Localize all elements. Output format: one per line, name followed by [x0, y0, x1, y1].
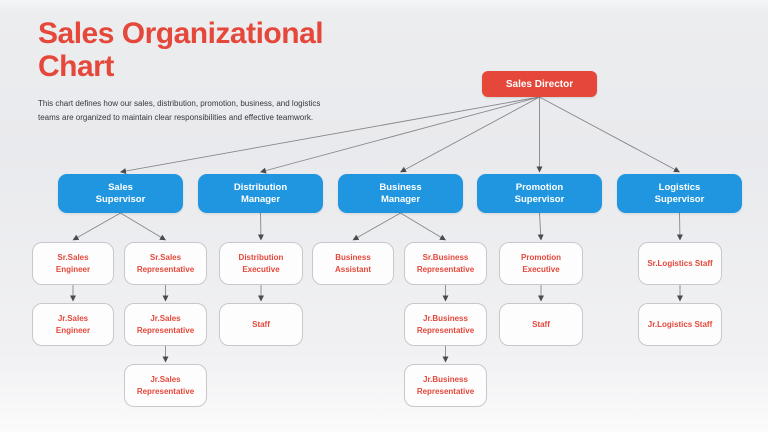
org-node-label: Sr.Sales Engineer [55, 253, 91, 274]
org-node-label: Jr.Sales Representative [136, 314, 195, 335]
org-node-label: Sales Director [505, 78, 574, 90]
org-node-distribution-manager: Distribution Manager [198, 174, 323, 213]
org-node-label: Logistics Supervisor [654, 181, 705, 205]
org-node-jr-sales-representative: Jr.Sales Representative [124, 303, 207, 346]
org-node-label: Sr.Logistics Staff [647, 258, 713, 268]
org-node-staff-promotion: Staff [499, 303, 583, 346]
org-node-label: Sales Supervisor [95, 181, 146, 205]
org-node-label: Jr.Logistics Staff [647, 319, 713, 329]
org-node-label: Promotion Supervisor [514, 181, 565, 205]
org-node-label: Business Manager [379, 181, 422, 205]
org-node-jr-logistics-staff: Jr.Logistics Staff [638, 303, 722, 346]
org-node-sr-sales-representative: Sr.Sales Representative [124, 242, 207, 285]
org-node-label: Staff [252, 319, 270, 329]
org-node-label: Promotion Executive [521, 253, 561, 274]
org-node-jr-sales-engineer: Jr.Sales Engineer [32, 303, 114, 346]
org-node-sales-supervisor: Sales Supervisor [58, 174, 183, 213]
org-node-sr-sales-engineer: Sr.Sales Engineer [32, 242, 114, 285]
org-node-promotion-supervisor: Promotion Supervisor [477, 174, 602, 213]
org-node-business-manager: Business Manager [338, 174, 463, 213]
org-node-label: Distribution Manager [233, 181, 288, 205]
org-node-label: Jr.Sales Engineer [55, 314, 91, 335]
org-node-label: Distribution Executive [238, 253, 284, 274]
org-node-staff-distribution: Staff [219, 303, 303, 346]
org-node-logistics-supervisor: Logistics Supervisor [617, 174, 742, 213]
org-node-jr-business-representative-2: Jr.Business Representative [404, 364, 487, 407]
page-subtitle: This chart defines how our sales, distri… [38, 99, 321, 122]
org-node-sr-business-representative: Sr.Business Representative [404, 242, 487, 285]
org-node-jr-sales-representative-2: Jr.Sales Representative [124, 364, 207, 407]
org-node-label: Sr.Sales Representative [136, 253, 195, 274]
org-node-sales-director: Sales Director [482, 71, 597, 97]
org-node-label: Sr.Business Representative [416, 253, 475, 274]
org-node-label: Jr.Business Representative [416, 375, 475, 396]
page-title: Sales Organizational Chart [38, 17, 324, 83]
org-node-promotion-executive: Promotion Executive [499, 242, 583, 285]
org-node-label: Business Assistant [334, 253, 371, 274]
org-node-sr-logistics-staff: Sr.Logistics Staff [638, 242, 722, 285]
org-node-label: Jr.Sales Representative [136, 375, 195, 396]
org-node-label: Staff [532, 319, 550, 329]
org-node-label: Jr.Business Representative [416, 314, 475, 335]
org-node-distribution-executive: Distribution Executive [219, 242, 303, 285]
org-node-jr-business-representative: Jr.Business Representative [404, 303, 487, 346]
org-node-business-assistant: Business Assistant [312, 242, 394, 285]
